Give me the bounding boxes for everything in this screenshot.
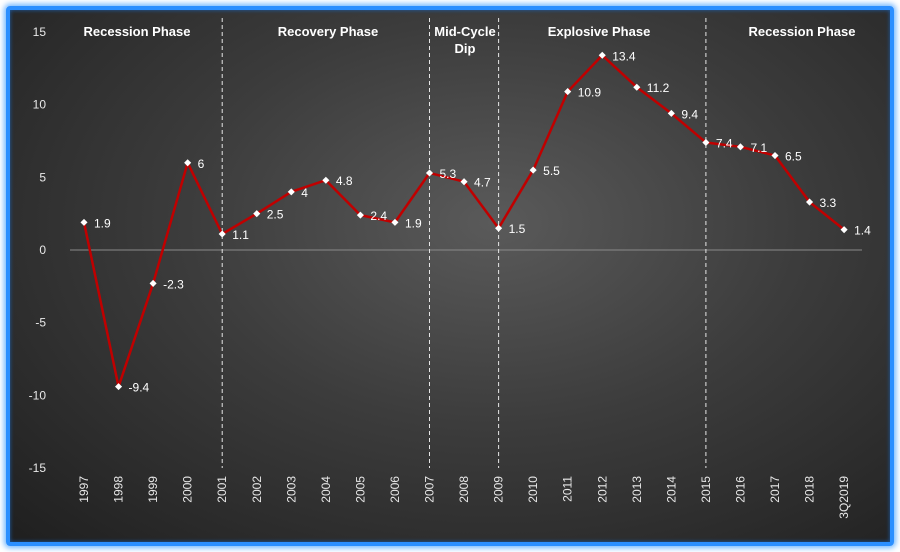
x-tick-label: 2011 [561,476,575,502]
x-tick-label: 2018 [803,476,817,503]
data-point [460,178,468,186]
data-label: 1.9 [94,216,111,230]
data-label: 6 [198,157,205,171]
data-point [771,151,779,160]
data-point [184,159,192,167]
y-tick-label: -10 [29,388,47,402]
x-tick-label: 1998 [112,476,126,503]
data-label: 5.5 [543,164,560,178]
y-tick-label: 10 [33,98,47,112]
x-tick-label: 2016 [733,476,747,503]
data-point [287,188,295,196]
data-label: -9.4 [129,381,150,395]
series-line [82,54,845,388]
data-point [149,279,157,287]
data-point [253,210,261,218]
data-point [529,166,537,174]
data-point [356,211,364,219]
y-tick-label: 5 [39,170,46,184]
data-point [633,83,641,91]
data-point [218,230,226,238]
data-label: 4.7 [474,176,491,190]
data-point [702,138,710,146]
data-point [495,224,503,232]
data-label: 1.9 [405,216,422,230]
x-tick-label: 2004 [319,476,333,503]
data-label: 3.3 [820,196,837,210]
data-point [667,109,675,117]
x-tick-label: 2009 [492,476,506,503]
data-point [425,169,434,177]
data-point [840,226,848,234]
data-label: 4.8 [336,174,353,188]
data-label: 10.9 [578,86,602,100]
x-tick-label: 2013 [630,476,644,503]
phase-label: Mid-Cycle [434,24,495,39]
y-tick-label: -5 [35,316,46,330]
y-tick-label: 0 [39,243,46,257]
data-label: 11.2 [647,81,670,95]
x-tick-label: 2017 [768,476,782,503]
data-label: -2.3 [163,277,184,291]
data-point [391,218,399,226]
x-tick-label: 2000 [181,476,195,503]
data-label: 2.4 [370,209,387,223]
data-point [115,383,123,391]
data-label: 6.5 [785,150,802,164]
chart-frame: -15 -10 -5 0 5 10 15 Recession Phase Recovery Ph… [6,6,894,546]
data-label: 2.5 [267,208,284,222]
y-tick-label: 15 [33,25,47,39]
data-label: 7.1 [750,141,767,155]
x-tick-label: 2015 [699,476,713,503]
x-tick-label: 2012 [595,476,609,503]
x-tick-label: 2006 [388,476,402,503]
x-tick-label: 2007 [423,476,437,503]
x-tick-label: 1999 [146,476,160,503]
data-point [564,88,572,96]
phase-label: Recovery Phase [278,24,378,39]
phase-label: Recession Phase [84,24,191,39]
x-tick-label: 2002 [250,476,264,503]
phase-label: Recession Phase [749,24,856,39]
y-tick-label: -15 [29,461,47,475]
data-label: 5.3 [440,167,457,181]
data-point [598,51,606,59]
phase-label-line2: Dip [455,41,476,56]
data-label: 7.4 [716,136,733,150]
x-tick-label: 2003 [284,476,298,503]
data-point [806,198,814,206]
data-point [736,143,744,151]
data-label: 1.1 [232,228,249,242]
x-tick-label: 2014 [664,476,678,503]
data-label: 1.4 [854,224,871,238]
x-tick-label: 2010 [526,476,540,503]
x-tick-label: 1997 [77,476,91,503]
data-point [80,218,88,226]
x-tick-label: 3Q2019 [837,476,851,519]
x-tick-label: 2005 [353,476,367,503]
line-chart: -15 -10 -5 0 5 10 15 Recession Phase Recovery Ph… [29,18,871,519]
data-point [322,176,330,184]
data-label: 4 [301,186,308,200]
phase-label: Explosive Phase [548,24,651,39]
data-label: 1.5 [509,222,526,236]
x-tick-label: 2008 [457,476,471,503]
data-label: 9.4 [681,107,698,121]
data-label: 13.4 [612,49,636,63]
x-tick-label: 2001 [215,476,229,503]
